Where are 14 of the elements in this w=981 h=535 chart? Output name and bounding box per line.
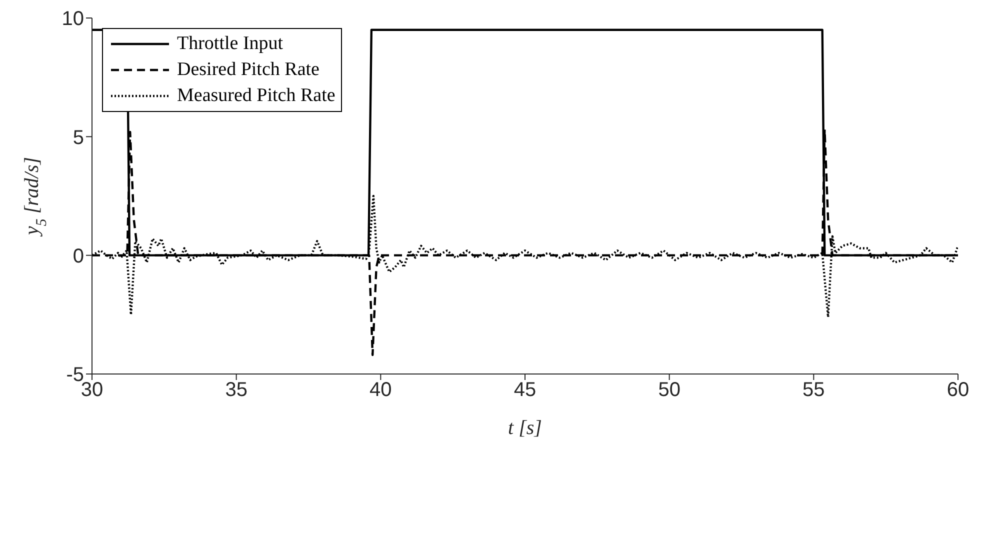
legend-label: Throttle Input: [177, 32, 284, 56]
x-tick-label: 50: [658, 379, 680, 402]
y-tick-label: 5: [72, 126, 84, 149]
x-tick-label: 60: [946, 379, 970, 402]
x-tick-label: 55: [802, 379, 825, 402]
x-tick-label: 30: [80, 379, 104, 402]
x-tick-label: 45: [514, 379, 536, 402]
x-axis-title: t [s]: [508, 417, 542, 439]
y-tick-label: 10: [62, 8, 84, 30]
x-tick-label: 40: [370, 379, 392, 402]
legend-label: Measured Pitch Rate: [177, 84, 336, 108]
legend-label: Desired Pitch Rate: [177, 58, 320, 82]
x-tick-label: 35: [225, 379, 248, 402]
y-tick-label: 0: [72, 245, 84, 268]
